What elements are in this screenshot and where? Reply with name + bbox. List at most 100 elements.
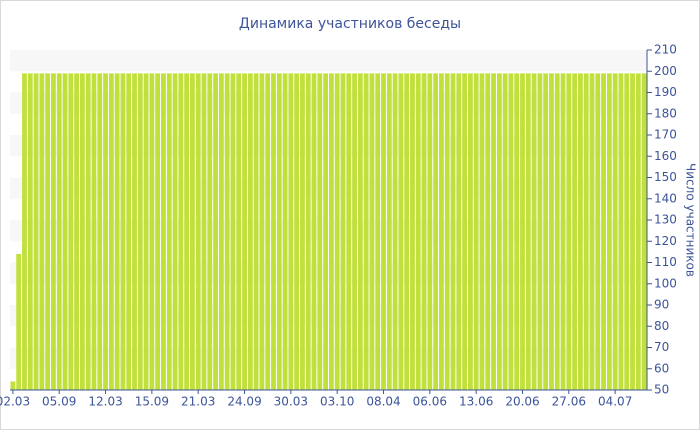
bar — [230, 73, 236, 390]
bar — [572, 73, 578, 390]
bar — [74, 73, 79, 390]
bar — [346, 73, 352, 390]
bar — [375, 73, 381, 390]
bar — [508, 73, 514, 390]
bar — [143, 73, 149, 390]
x-tick-label: 20.06 — [505, 395, 539, 409]
bar — [323, 73, 328, 390]
bar — [612, 73, 618, 390]
y-tick-label: 210 — [654, 43, 677, 57]
bar — [549, 73, 554, 390]
y-tick-label: 80 — [654, 319, 669, 333]
bar — [543, 73, 549, 390]
bar — [433, 73, 439, 390]
bar — [641, 73, 647, 390]
bar — [108, 73, 114, 390]
y-tick-label: 100 — [654, 276, 677, 290]
bar — [381, 73, 386, 390]
bar — [190, 73, 195, 390]
bar — [421, 73, 427, 390]
bar — [137, 73, 143, 390]
y-tick-label: 150 — [654, 170, 677, 184]
bar — [242, 73, 247, 390]
x-tick-label: 27.06 — [552, 395, 586, 409]
bar — [485, 73, 491, 390]
bar — [27, 73, 33, 390]
bar — [213, 73, 218, 390]
bar — [311, 73, 317, 390]
y-tick-label: 50 — [654, 383, 669, 397]
bar — [155, 73, 161, 390]
bar — [329, 73, 334, 390]
y-tick-label: 140 — [654, 191, 677, 205]
bar — [439, 73, 444, 390]
bar — [578, 73, 583, 390]
bar — [207, 73, 213, 390]
x-tick-label: 02.03 — [0, 395, 30, 409]
bar — [462, 73, 467, 390]
x-tick-label: 06.06 — [413, 395, 447, 409]
bar — [259, 73, 265, 390]
bar — [340, 73, 346, 390]
bar — [224, 73, 230, 390]
bar — [79, 73, 85, 390]
chart-title: Динамика участников беседы — [239, 16, 461, 32]
x-tick-label: 05.09 — [42, 395, 76, 409]
bar — [62, 73, 68, 390]
y-tick-label: 120 — [654, 234, 677, 248]
x-tick-label: 30.03 — [274, 395, 308, 409]
bar — [184, 73, 190, 390]
bar — [120, 73, 126, 390]
bar — [352, 73, 357, 390]
bar — [398, 73, 404, 390]
x-tick-label: 15.09 — [135, 395, 169, 409]
bar — [201, 73, 207, 390]
bar — [386, 73, 392, 390]
bar — [149, 73, 155, 390]
bar — [85, 73, 91, 390]
bar — [491, 73, 496, 390]
bar — [166, 73, 172, 390]
bar — [554, 73, 560, 390]
bar — [56, 73, 62, 390]
bar — [560, 73, 566, 390]
bar — [161, 73, 166, 390]
bar — [404, 73, 410, 390]
y-tick-label: 130 — [654, 213, 677, 227]
bar — [357, 73, 363, 390]
bar — [114, 73, 120, 390]
bar — [618, 73, 624, 390]
bar — [195, 73, 201, 390]
bar — [103, 73, 108, 390]
bar — [601, 73, 606, 390]
bar — [126, 73, 132, 390]
bar — [479, 73, 485, 390]
bar — [334, 73, 340, 390]
bar — [305, 73, 311, 390]
y-tick-label: 180 — [654, 106, 677, 120]
x-tick-label: 13.06 — [459, 395, 493, 409]
bar — [415, 73, 421, 390]
y-axis-label: Число участников — [684, 163, 698, 277]
bar — [514, 73, 520, 390]
bar — [450, 73, 456, 390]
bar — [33, 73, 39, 390]
bar — [583, 73, 589, 390]
bar — [520, 73, 525, 390]
bar — [247, 73, 253, 390]
bar — [589, 73, 595, 390]
bar — [410, 73, 415, 390]
bar — [525, 73, 531, 390]
bar — [595, 73, 601, 390]
x-tick-label: 04.07 — [598, 395, 632, 409]
bar — [282, 73, 288, 390]
bar — [624, 73, 630, 390]
bar — [363, 73, 369, 390]
bar — [317, 73, 323, 390]
bar — [22, 73, 27, 390]
bar — [635, 73, 641, 390]
y-tick-label: 160 — [654, 149, 677, 163]
bar — [606, 73, 612, 390]
y-tick-label: 200 — [654, 64, 677, 78]
y-tick-label: 190 — [654, 85, 677, 99]
